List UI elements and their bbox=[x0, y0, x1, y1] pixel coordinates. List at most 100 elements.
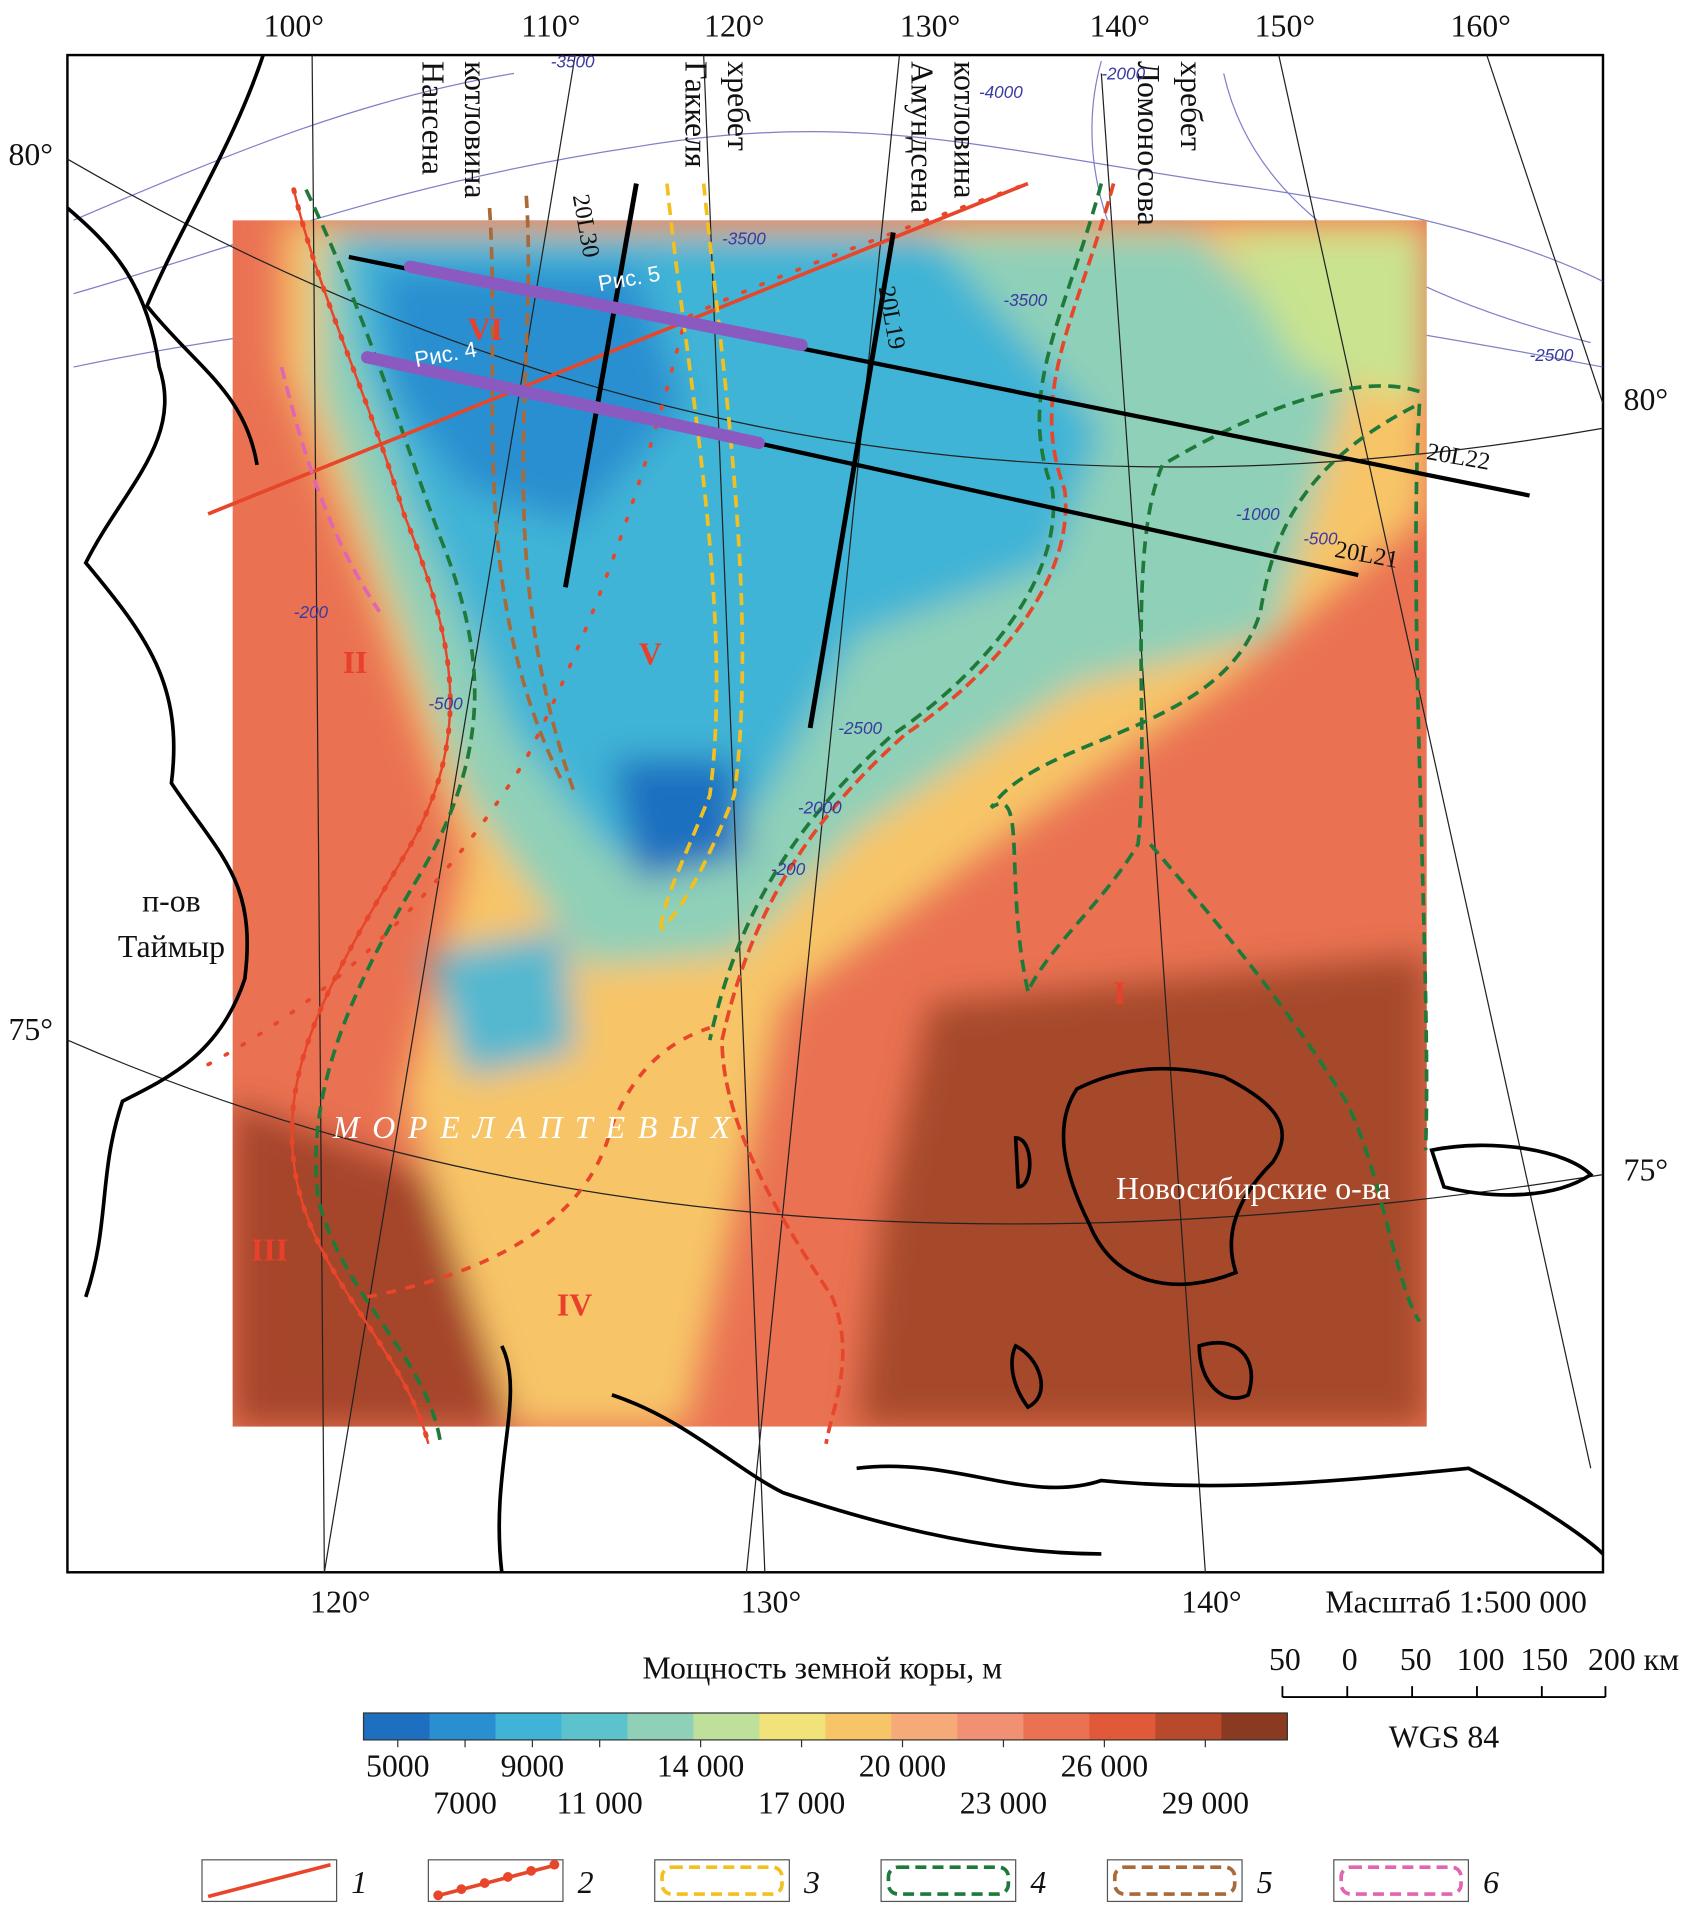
coastlines bbox=[66, 54, 1605, 1573]
colorbar-cell bbox=[363, 1712, 431, 1740]
feature-label: хребет bbox=[721, 61, 756, 151]
colorbar-label: 17 000 bbox=[758, 1785, 845, 1820]
legend-label: 3 bbox=[803, 1865, 820, 1900]
scale-title: Масштаб 1:500 000 bbox=[1325, 1585, 1587, 1620]
place-label: п-ов bbox=[142, 884, 201, 919]
lon-label: 160° bbox=[1450, 9, 1510, 44]
scale-tick: 0 bbox=[1342, 1642, 1358, 1677]
colorbar-border bbox=[362, 1712, 1288, 1741]
colorbar-cell bbox=[1089, 1712, 1156, 1740]
legend-swatch bbox=[479, 1878, 490, 1888]
contour-label: -3500 bbox=[1003, 291, 1047, 310]
colorbar-label: 5000 bbox=[366, 1749, 430, 1784]
legend-swatch bbox=[549, 1859, 560, 1870]
lon-label: 130° bbox=[900, 9, 960, 44]
scale-bar: Масштаб 1:500 000 50 0 50 100 150 200 км… bbox=[1269, 1585, 1679, 1755]
lat-label: 80° bbox=[8, 137, 53, 172]
colorbar-label: 26 000 bbox=[1061, 1749, 1148, 1784]
lat-label: 75° bbox=[8, 1012, 53, 1047]
colorbar-label: 29 000 bbox=[1162, 1785, 1249, 1820]
colorbar-label: 23 000 bbox=[960, 1785, 1047, 1820]
feature-label: Нансена bbox=[415, 61, 450, 175]
colorbar-label: 7000 bbox=[433, 1785, 497, 1820]
feature-label: котловина bbox=[948, 61, 983, 198]
feature-label: котловина bbox=[458, 61, 493, 198]
legend-label: 4 bbox=[1030, 1865, 1046, 1900]
contour-label: -500 bbox=[428, 695, 463, 714]
sea-label: М О Р Е Л А П Т Е В Ы Х bbox=[332, 1110, 733, 1145]
legend-swatch bbox=[1112, 1865, 1237, 1896]
feature-label: хребет bbox=[1174, 61, 1209, 151]
colorbar-cell bbox=[627, 1712, 695, 1740]
scale-tick: 50 bbox=[1269, 1642, 1301, 1677]
feature-label: Ломоносова bbox=[1131, 61, 1166, 226]
legend-label: 5 bbox=[1257, 1865, 1273, 1900]
colorbar-label: 11 000 bbox=[557, 1785, 643, 1820]
contour-label: -2000 bbox=[1101, 65, 1145, 84]
legend: 1 2 3 4 5 6 bbox=[201, 1859, 1499, 1903]
colorbar-cell bbox=[561, 1712, 629, 1740]
scale-tick: 100 bbox=[1457, 1642, 1505, 1677]
feature-label: Гаккеля bbox=[678, 61, 713, 168]
colorbar-cell bbox=[759, 1712, 827, 1740]
colorbar-title: Мощность земной коры, м bbox=[642, 1651, 1002, 1686]
lon-label: 150° bbox=[1255, 9, 1315, 44]
place-label: Таймыр bbox=[118, 929, 225, 964]
lon-label: 120° bbox=[704, 9, 764, 44]
colorbar-label: 9000 bbox=[501, 1749, 565, 1784]
lon-label: 110° bbox=[521, 9, 580, 44]
legend-swatch bbox=[207, 1862, 331, 1899]
legend-swatch bbox=[456, 1884, 467, 1895]
lon-label: 140° bbox=[1181, 1585, 1241, 1620]
crust-thickness-field bbox=[232, 220, 1427, 1427]
colorbar-cell bbox=[957, 1712, 1024, 1740]
contour-label: -1000 bbox=[1236, 505, 1280, 524]
legend-label: 1 bbox=[351, 1865, 367, 1900]
contour-label: -500 bbox=[1303, 529, 1338, 548]
zone-label: V bbox=[639, 636, 662, 671]
contour-label: -4000 bbox=[979, 83, 1023, 102]
zone-label: VI bbox=[468, 312, 503, 347]
colorbar-cell bbox=[1023, 1712, 1090, 1740]
scale-tick: 50 bbox=[1400, 1642, 1432, 1677]
contour-label: -2500 bbox=[1530, 346, 1574, 365]
datum: WGS 84 bbox=[1389, 1719, 1500, 1754]
colorbar-cell bbox=[693, 1712, 761, 1740]
contour-label: -2000 bbox=[798, 799, 842, 818]
legend-label: 2 bbox=[578, 1865, 594, 1900]
zone-label: IV bbox=[557, 1287, 592, 1322]
lon-label: 130° bbox=[741, 1585, 801, 1620]
legend-swatch bbox=[1339, 1865, 1463, 1896]
place-label: Новосибирские о-ва bbox=[1116, 1171, 1390, 1206]
colorbar-cell bbox=[1155, 1712, 1222, 1740]
colorbar-cell bbox=[429, 1712, 497, 1740]
scale-tick: 200 км bbox=[1588, 1642, 1679, 1677]
contour-label: -200 bbox=[294, 603, 329, 622]
lat-label: 80° bbox=[1624, 382, 1669, 417]
lon-label: 140° bbox=[1089, 9, 1149, 44]
contour-label: -2500 bbox=[838, 719, 882, 738]
colorbar-cell bbox=[1221, 1712, 1288, 1740]
lon-label: 100° bbox=[264, 9, 324, 44]
colorbar-cell bbox=[495, 1712, 563, 1740]
seismic-profiles bbox=[348, 183, 1531, 729]
legend-swatch bbox=[886, 1865, 1011, 1896]
colorbar-label: 14 000 bbox=[657, 1749, 744, 1784]
zone-label: III bbox=[251, 1232, 288, 1267]
legend-swatch bbox=[660, 1865, 784, 1896]
lat-label: 75° bbox=[1624, 1153, 1669, 1188]
legend-swatch bbox=[433, 1890, 444, 1901]
zone-label: I bbox=[1114, 975, 1126, 1010]
structural-lines bbox=[206, 181, 1429, 1447]
colorbar-cell bbox=[891, 1712, 958, 1740]
colorbar-cell bbox=[825, 1712, 893, 1740]
contour-label: -3500 bbox=[722, 230, 766, 249]
legend-swatch bbox=[526, 1865, 537, 1876]
contour-label: -200 bbox=[771, 860, 806, 879]
colorbar-label: 20 000 bbox=[859, 1749, 946, 1784]
legend-swatch bbox=[503, 1872, 513, 1882]
feature-label: Амундсена bbox=[905, 61, 940, 213]
lon-label: 120° bbox=[310, 1585, 370, 1620]
scale-tick: 150 bbox=[1520, 1642, 1568, 1677]
